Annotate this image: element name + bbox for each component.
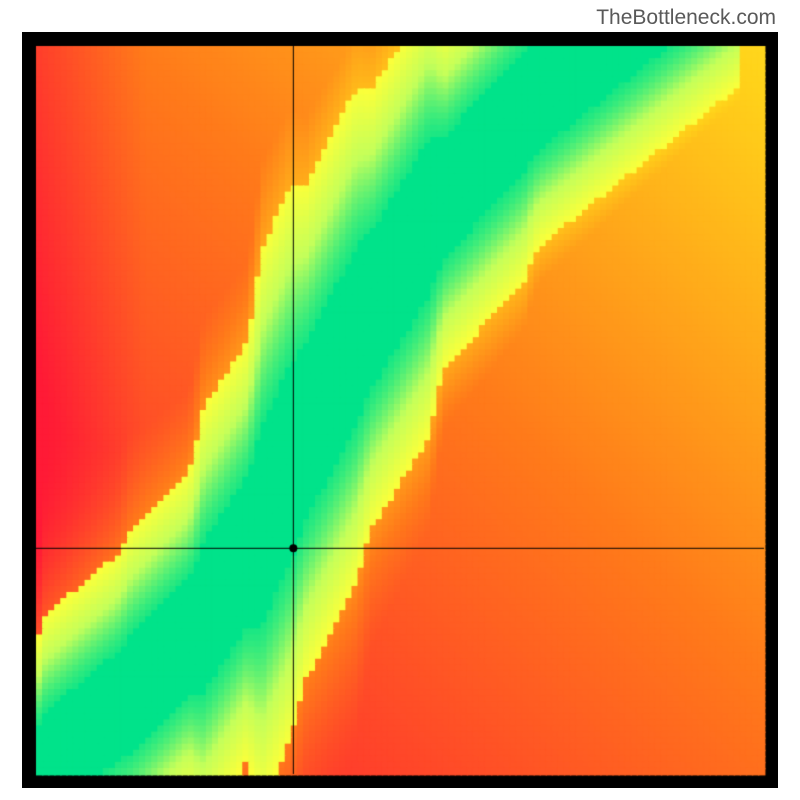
watermark-text: TheBottleneck.com bbox=[596, 6, 776, 30]
heatmap-canvas bbox=[22, 32, 778, 788]
bottleneck-heatmap bbox=[22, 32, 778, 786]
